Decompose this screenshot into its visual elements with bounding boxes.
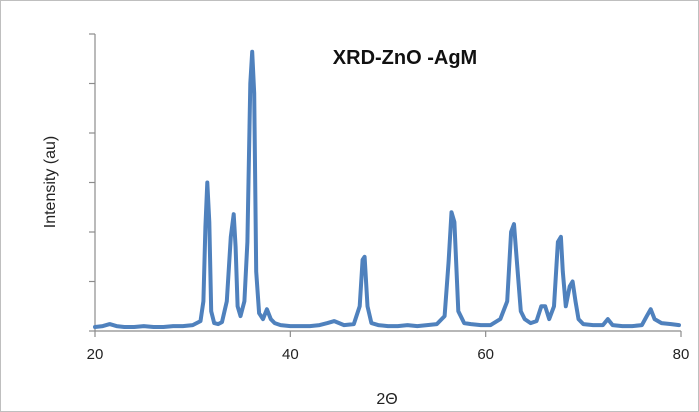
y-ticks (89, 33, 95, 332)
x-ticks: 20 40 60 80 (87, 331, 690, 363)
x-tick-label: 60 (477, 346, 494, 363)
x-tick-label: 40 (282, 346, 299, 363)
x-tick-label: 80 (673, 346, 690, 363)
y-axis-title: Intensity (au) (42, 136, 59, 228)
chart-title: XRD-ZnO -AgM (333, 47, 477, 69)
xrd-series-line (93, 49, 681, 329)
x-tick-label: 20 (87, 346, 104, 363)
x-axis-title: 2Θ (376, 391, 397, 408)
